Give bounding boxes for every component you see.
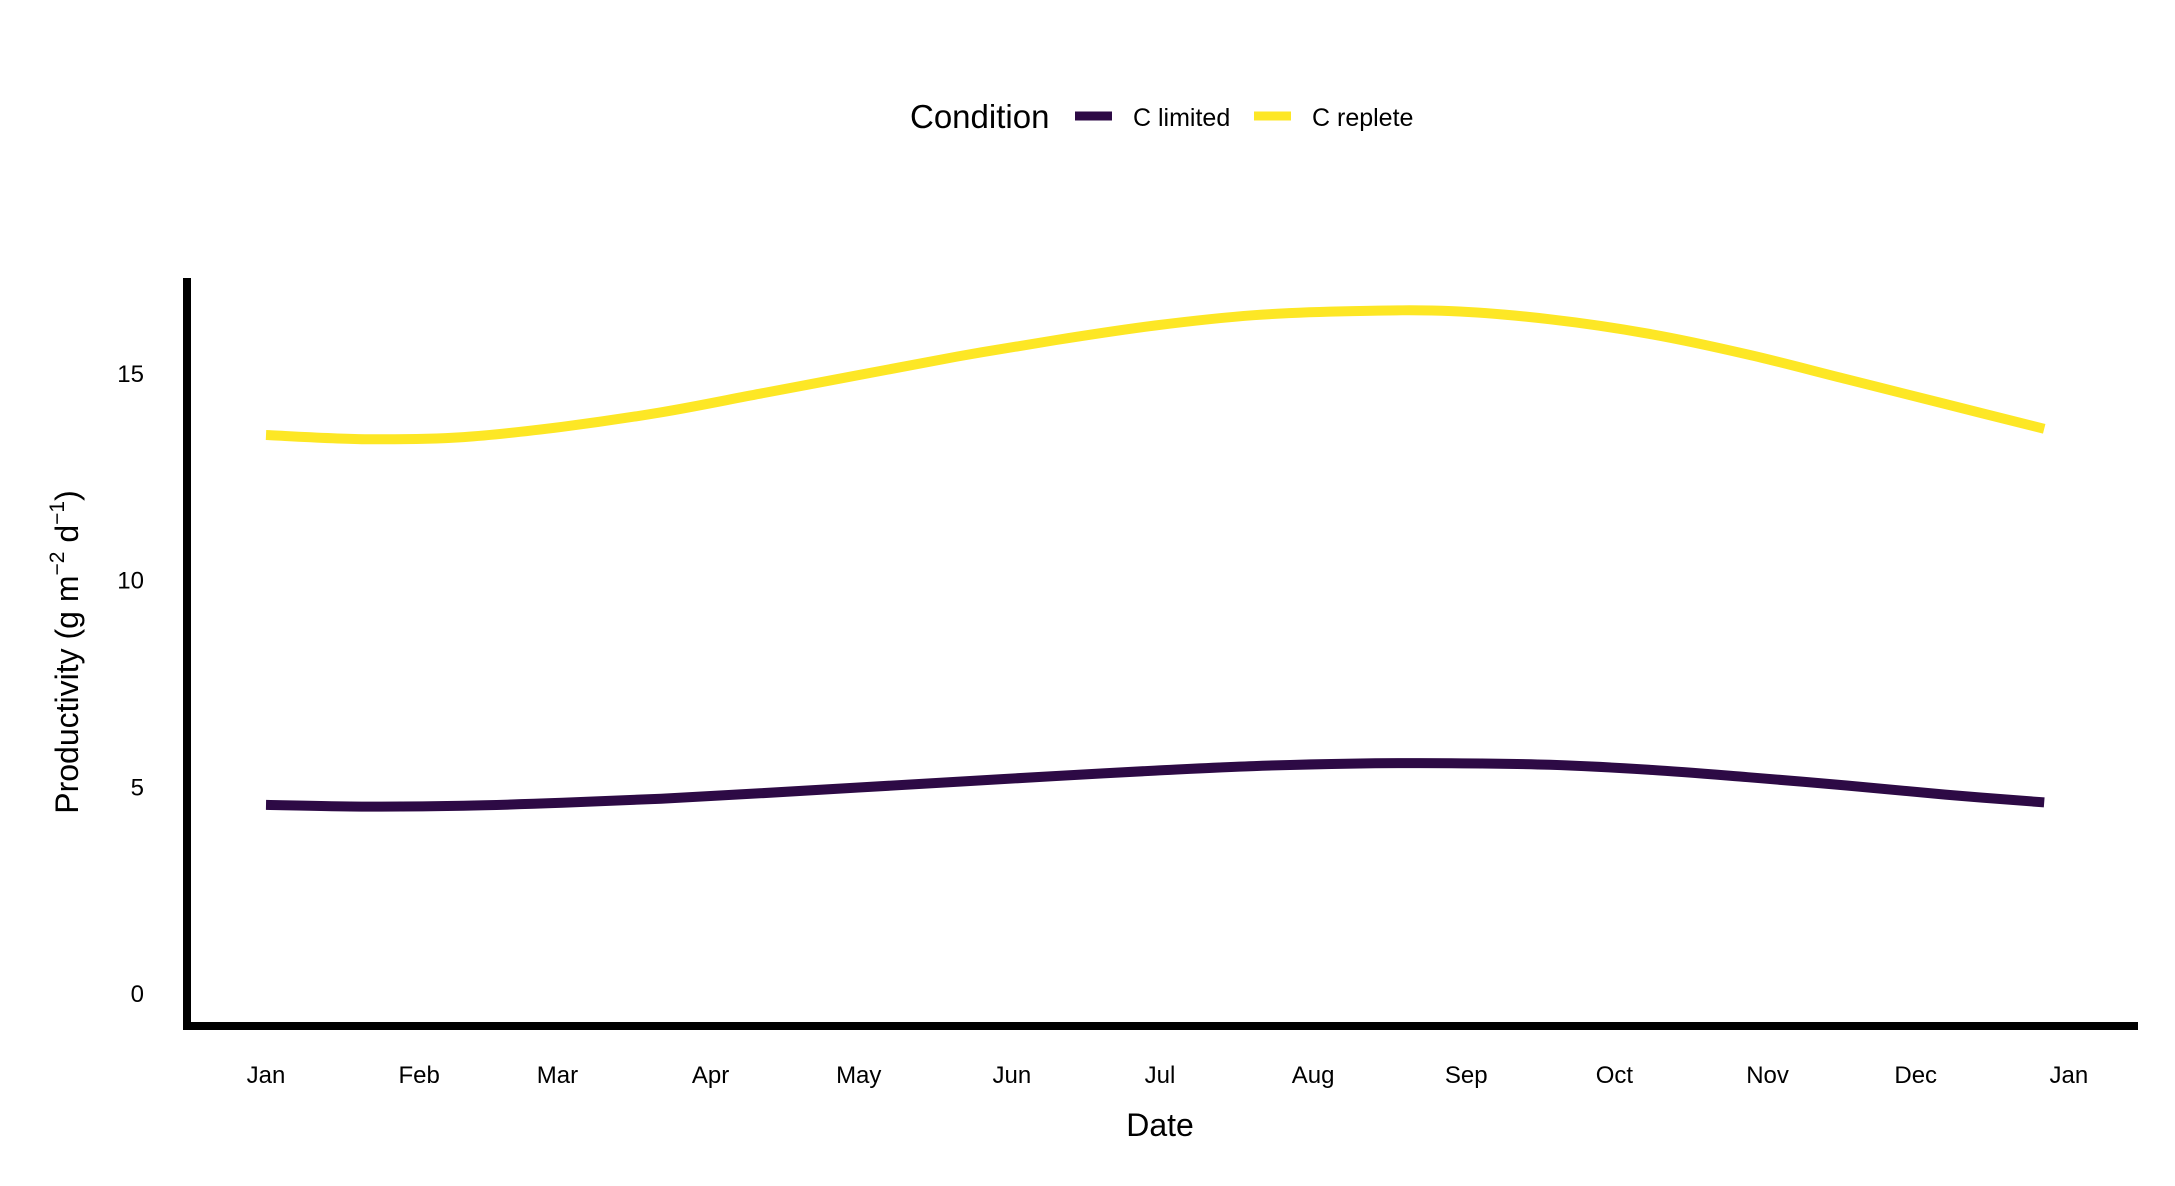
x-tick-label: Nov: [1746, 1062, 1789, 1089]
y-axis-title-sup2: −1: [46, 501, 69, 525]
y-tick-label: 0: [131, 981, 144, 1008]
y-axis-title-main: Productivity (g m: [49, 575, 85, 813]
x-tick-label: Apr: [692, 1062, 729, 1089]
series-line-c-limited: [265, 758, 2045, 812]
x-tick-label: Jun: [993, 1062, 1032, 1089]
x-tick-label: Sep: [1445, 1062, 1488, 1089]
x-tick-label: Jul: [1145, 1062, 1176, 1089]
y-axis-title-mid: d: [49, 525, 85, 552]
y-axis-title: Productivity (g m−2 d−1): [46, 490, 85, 814]
y-axis-title-sup1: −2: [46, 552, 69, 576]
x-tick-label: Aug: [1292, 1062, 1335, 1089]
series-group: [265, 305, 2046, 812]
x-tick-label: Feb: [398, 1062, 439, 1089]
legend: Condition C limited C replete: [910, 98, 1413, 135]
x-tick-label: Jan: [247, 1062, 286, 1089]
x-tick-label: Jan: [2049, 1062, 2088, 1089]
y-tick-labels: 0 5 10 15: [117, 361, 144, 1008]
x-tick-label: May: [836, 1062, 881, 1089]
legend-label-c-limited: C limited: [1133, 104, 1230, 132]
x-axis-title: Date: [1126, 1107, 1194, 1143]
x-tick-label: Mar: [537, 1062, 578, 1089]
y-tick-label: 10: [117, 568, 144, 595]
y-axis-title-end: ): [49, 490, 85, 501]
x-tick-label: Oct: [1596, 1062, 1634, 1089]
legend-label-c-replete: C replete: [1312, 104, 1413, 132]
x-tick-label: Dec: [1894, 1062, 1937, 1089]
y-tick-label: 5: [131, 774, 144, 801]
y-tick-label: 15: [117, 361, 144, 388]
x-tick-labels: Jan Feb Mar Apr May Jun Jul Aug Sep Oct Nov Dec Jan: [247, 1062, 2089, 1089]
series-line-c-replete: [265, 305, 2046, 445]
legend-title: Condition: [910, 98, 1049, 135]
